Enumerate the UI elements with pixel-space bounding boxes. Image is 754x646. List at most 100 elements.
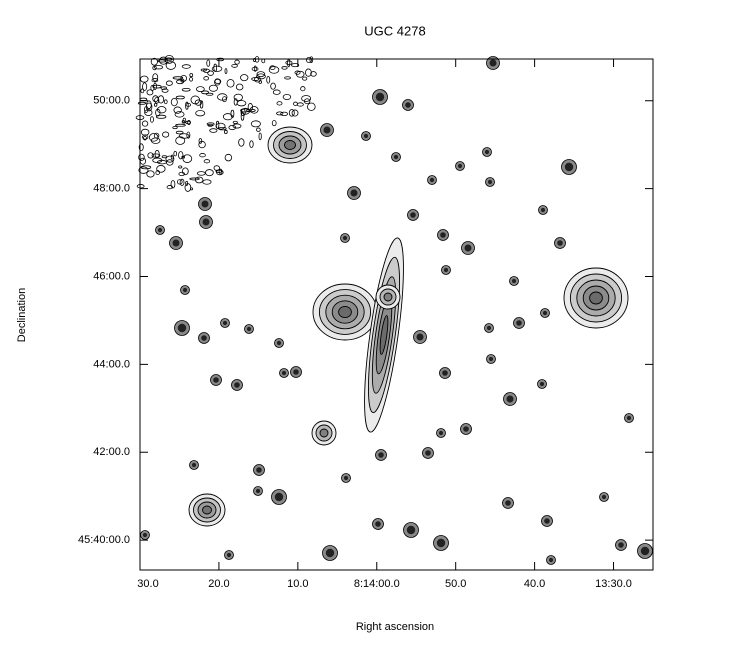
noise-contour — [140, 88, 145, 94]
noise-contour — [182, 154, 193, 163]
x-tick-label: 20.0 — [208, 578, 229, 590]
noise-contour — [271, 120, 277, 127]
noise-contour — [196, 86, 205, 93]
star-core — [484, 149, 490, 155]
noise-contour — [152, 84, 162, 89]
source-contour — [338, 305, 352, 319]
star-core — [540, 207, 546, 213]
noise-contour — [178, 165, 183, 169]
noise-contour — [185, 120, 191, 125]
noise-contour — [149, 116, 154, 123]
noise-contour — [141, 120, 149, 127]
noise-contour — [296, 102, 304, 107]
noise-contour — [203, 159, 211, 164]
noise-contour — [170, 98, 178, 107]
noise-contour — [170, 180, 176, 189]
noise-contour — [258, 132, 262, 141]
noise-contour — [206, 122, 215, 127]
y-tick-label: 44:00.0 — [93, 358, 130, 370]
noise-contour — [166, 159, 174, 166]
noise-contour — [150, 84, 155, 91]
star-core — [281, 370, 287, 376]
noise-contour — [142, 134, 149, 140]
noise-contour — [249, 140, 254, 148]
star-core — [487, 179, 493, 185]
noise-contour — [161, 88, 169, 93]
noise-contour — [180, 78, 185, 83]
noise-contour — [215, 169, 222, 173]
noise-contour — [249, 106, 259, 114]
noise-contour — [136, 184, 145, 189]
noise-contour — [159, 56, 168, 65]
y-tick-label: 48:00.0 — [93, 183, 130, 195]
noise-contour — [146, 89, 154, 96]
y-tick-label: 42:00.0 — [93, 446, 130, 458]
noise-contour — [160, 86, 168, 90]
noise-contour — [309, 56, 314, 63]
star-core — [405, 102, 411, 108]
noise-contour — [256, 71, 266, 78]
noise-contour — [175, 130, 184, 135]
source-contour — [202, 505, 212, 515]
star-core — [325, 548, 335, 558]
noise-contour — [270, 82, 276, 90]
noise-contour — [217, 93, 228, 101]
star-core — [256, 467, 262, 473]
noise-contour — [201, 90, 209, 95]
noise-contour — [181, 120, 186, 124]
noise-contour — [200, 68, 207, 72]
star-core — [425, 450, 431, 456]
star-core — [323, 126, 331, 134]
noise-contour — [246, 108, 256, 113]
noise-contour — [218, 126, 227, 131]
y-tick-label: 45:40:00.0 — [78, 534, 130, 546]
noise-contour — [276, 101, 283, 106]
noise-contour — [148, 133, 159, 142]
noise-contour — [156, 106, 167, 114]
noise-contour — [234, 59, 240, 65]
noise-contour — [175, 123, 186, 127]
star-core — [201, 200, 209, 208]
noise-contour — [154, 97, 160, 104]
x-tick-label: 30.0 — [137, 578, 158, 590]
noise-contour — [302, 76, 308, 81]
star-core — [429, 177, 435, 183]
noise-contour — [153, 65, 164, 70]
sky-image — [135, 55, 653, 565]
noise-contour — [251, 66, 259, 72]
noise-contour — [163, 99, 168, 105]
noise-contour — [142, 82, 148, 91]
noise-contour — [218, 168, 223, 175]
noise-contour — [138, 166, 149, 174]
noise-contour — [155, 170, 161, 176]
y-tick-label: 46:00.0 — [93, 270, 130, 282]
noise-contour — [253, 76, 262, 83]
noise-contour — [213, 63, 218, 72]
noise-contour — [155, 108, 161, 117]
noise-contour — [146, 170, 155, 178]
star-core — [350, 189, 358, 197]
noise-contour — [214, 78, 221, 86]
noise-contour — [211, 65, 223, 72]
frame — [139, 58, 654, 571]
star-core — [255, 488, 261, 494]
star-core — [564, 162, 574, 172]
noise-contour — [280, 111, 288, 117]
noise-contour — [240, 74, 249, 82]
star-core — [626, 415, 632, 421]
noise-contour — [195, 110, 206, 117]
noise-contour — [166, 185, 174, 190]
noise-contour — [310, 71, 317, 77]
noise-contour — [144, 106, 149, 113]
noise-contour — [276, 111, 284, 116]
noise-contour — [203, 76, 210, 81]
star-core — [505, 500, 511, 506]
noise-contour — [185, 102, 192, 107]
noise-contour — [182, 167, 189, 176]
noise-contour — [202, 179, 212, 185]
noise-contour — [196, 171, 206, 176]
star-core — [440, 232, 446, 238]
star-core — [201, 335, 207, 341]
noise-contour — [156, 165, 166, 173]
